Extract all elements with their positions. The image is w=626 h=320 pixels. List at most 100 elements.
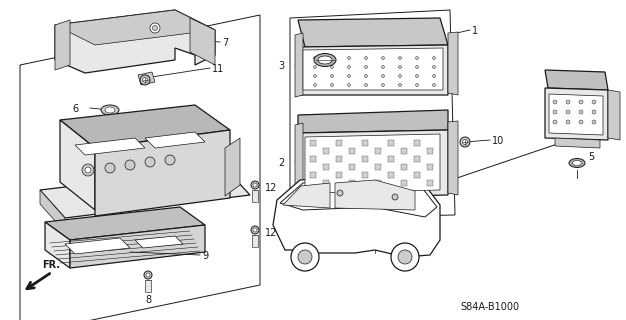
Polygon shape [145,132,205,148]
Polygon shape [95,130,230,216]
Polygon shape [336,172,342,178]
Circle shape [105,163,115,173]
Circle shape [298,250,312,264]
Circle shape [416,57,419,60]
Polygon shape [375,164,381,170]
Polygon shape [70,225,205,268]
Polygon shape [362,172,368,178]
Polygon shape [349,164,355,170]
Polygon shape [298,18,448,47]
Circle shape [381,57,384,60]
Polygon shape [145,280,151,292]
Circle shape [331,84,334,86]
Circle shape [251,226,259,234]
Circle shape [314,75,317,77]
Polygon shape [545,88,608,140]
Polygon shape [190,18,215,65]
Polygon shape [280,178,437,217]
Text: 5: 5 [588,152,594,162]
Circle shape [566,110,570,114]
Text: FR.: FR. [42,260,60,270]
Polygon shape [305,134,440,193]
Circle shape [416,75,419,77]
Circle shape [381,84,384,86]
Polygon shape [45,222,70,268]
Polygon shape [303,48,443,90]
Circle shape [592,100,596,104]
Polygon shape [427,180,433,186]
Text: 7: 7 [222,38,228,48]
Circle shape [314,57,317,60]
Ellipse shape [314,53,336,67]
Circle shape [364,84,367,86]
Circle shape [253,228,257,232]
Circle shape [331,66,334,68]
Circle shape [399,57,401,60]
Ellipse shape [573,161,582,165]
Polygon shape [349,180,355,186]
Circle shape [392,194,398,200]
Polygon shape [401,180,407,186]
Circle shape [553,120,557,124]
Polygon shape [427,164,433,170]
Circle shape [337,190,343,196]
Circle shape [314,66,317,68]
Polygon shape [225,138,240,196]
Circle shape [463,140,468,145]
Circle shape [347,66,351,68]
Ellipse shape [318,56,332,64]
Polygon shape [55,20,70,70]
Circle shape [347,75,351,77]
Polygon shape [388,172,394,178]
Circle shape [347,84,351,86]
Circle shape [364,57,367,60]
Polygon shape [336,140,342,146]
Polygon shape [55,10,215,73]
Polygon shape [298,45,448,95]
Polygon shape [323,164,329,170]
Circle shape [347,57,351,60]
Circle shape [381,66,384,68]
Circle shape [165,155,175,165]
Circle shape [331,57,334,60]
Circle shape [433,66,436,68]
Polygon shape [40,190,65,232]
Polygon shape [362,156,368,162]
Circle shape [399,75,401,77]
Circle shape [579,100,583,104]
Circle shape [85,167,91,173]
Polygon shape [375,180,381,186]
Text: 10: 10 [492,136,505,146]
Polygon shape [283,183,330,208]
Circle shape [566,120,570,124]
Polygon shape [40,168,250,218]
Circle shape [416,66,419,68]
Text: 11: 11 [212,64,224,74]
Circle shape [399,66,401,68]
Polygon shape [401,164,407,170]
Circle shape [433,84,436,86]
Text: 3: 3 [278,61,284,71]
Circle shape [391,243,419,271]
Circle shape [433,75,436,77]
Polygon shape [45,207,205,240]
Text: 12: 12 [265,183,277,193]
Polygon shape [555,138,600,148]
Circle shape [398,250,412,264]
Text: 9: 9 [202,251,208,261]
Polygon shape [388,156,394,162]
Circle shape [460,137,470,147]
Polygon shape [349,148,355,154]
Polygon shape [298,110,448,133]
Text: 12: 12 [265,228,277,238]
Circle shape [291,243,319,271]
Polygon shape [448,121,458,195]
Ellipse shape [105,107,115,113]
Polygon shape [323,180,329,186]
Circle shape [125,160,135,170]
Polygon shape [414,140,420,146]
Circle shape [140,75,150,85]
Circle shape [433,57,436,60]
Text: 2: 2 [278,158,284,168]
Circle shape [416,84,419,86]
